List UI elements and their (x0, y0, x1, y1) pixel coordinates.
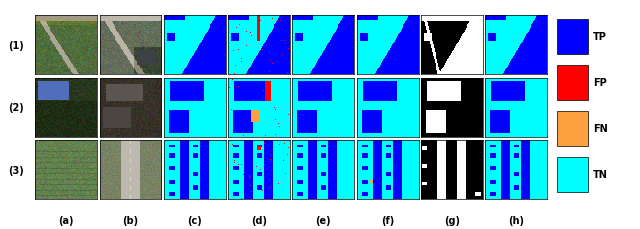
Text: (1): (1) (8, 40, 24, 50)
Text: (2): (2) (8, 103, 24, 113)
Text: FP: FP (593, 78, 606, 88)
Text: (b): (b) (122, 215, 138, 225)
Text: (e): (e) (316, 215, 331, 225)
Text: TP: TP (593, 32, 607, 42)
Text: (a): (a) (58, 215, 74, 225)
Text: FN: FN (593, 124, 607, 134)
Text: (g): (g) (444, 215, 460, 225)
Text: (c): (c) (188, 215, 202, 225)
Text: (d): (d) (251, 215, 267, 225)
Text: (3): (3) (8, 165, 24, 175)
Text: (h): (h) (508, 215, 524, 225)
Text: TN: TN (593, 170, 607, 180)
Text: (f): (f) (381, 215, 394, 225)
